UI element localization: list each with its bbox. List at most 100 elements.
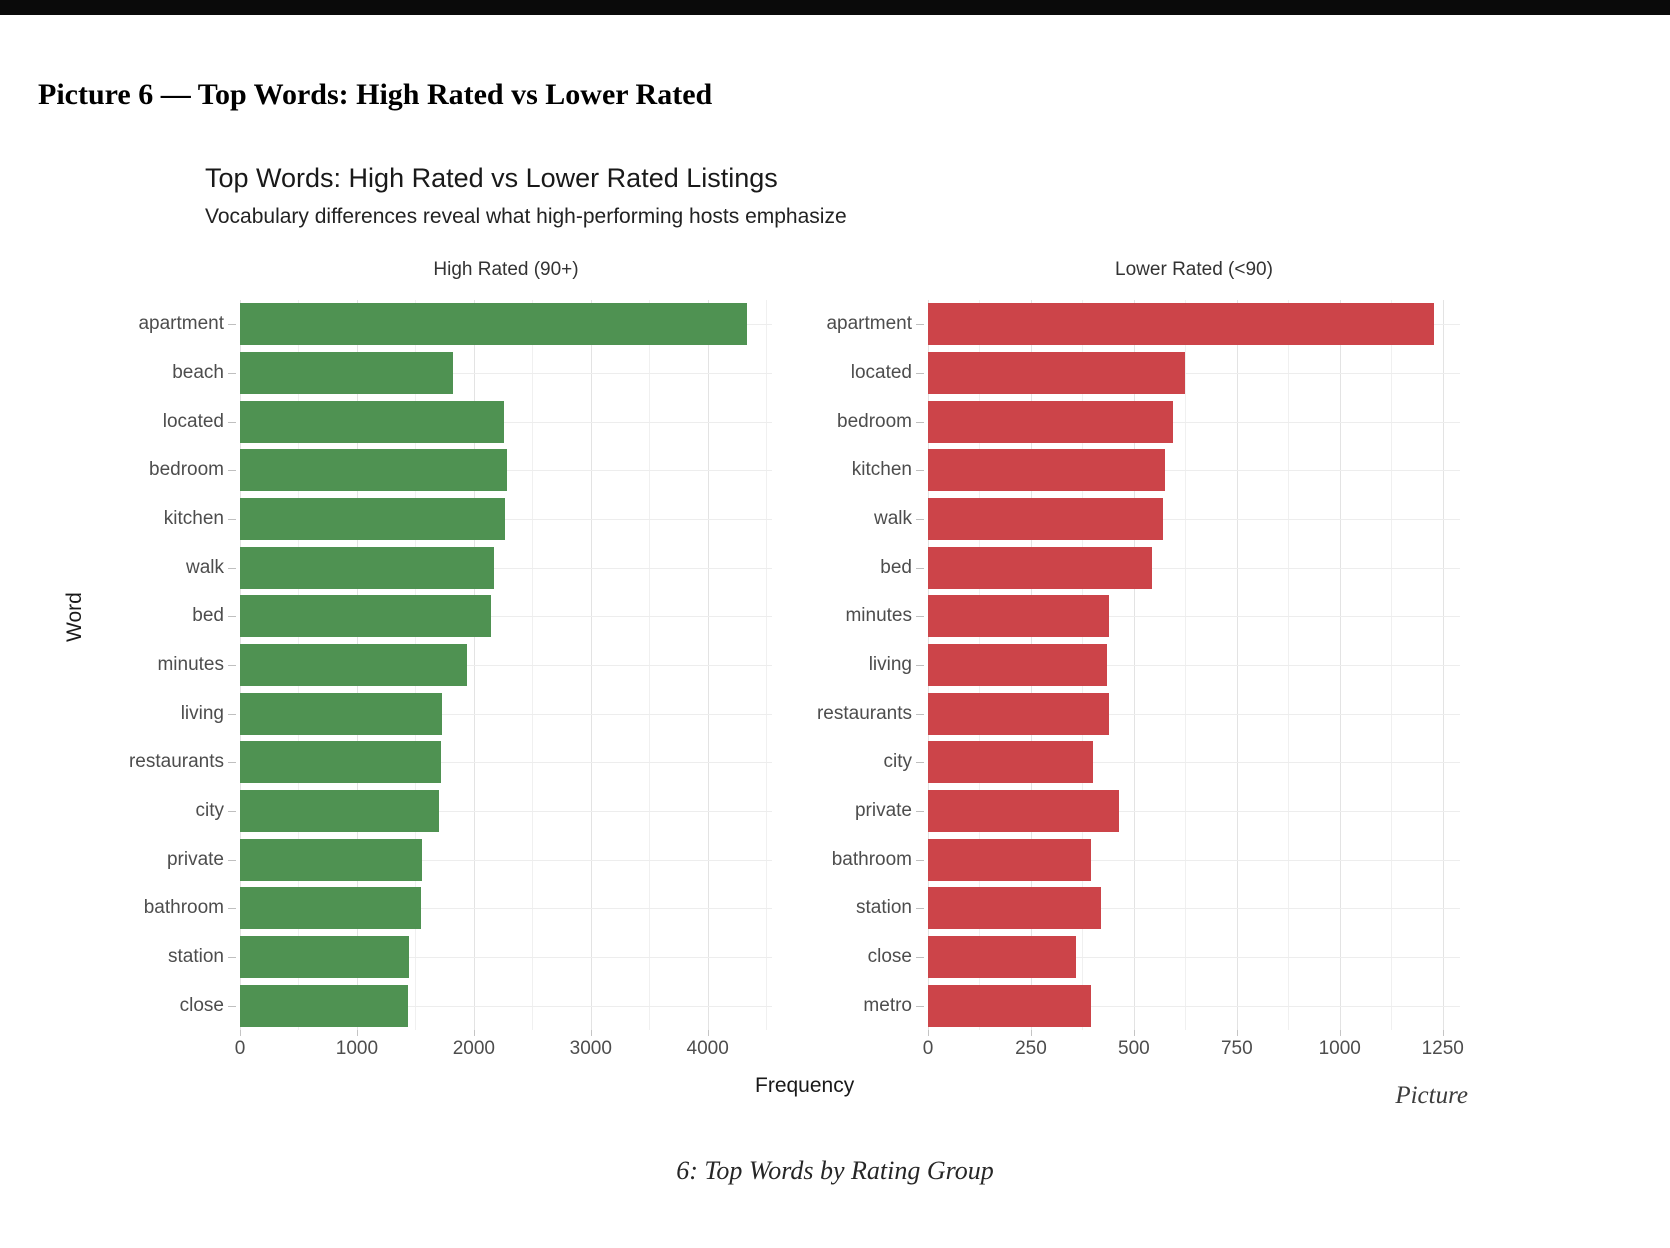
gridline-horizontal [928, 762, 1460, 764]
category-label: restaurants [128, 751, 224, 773]
x-tick-mark [1236, 1030, 1238, 1036]
category-tick [228, 324, 236, 326]
category-tick [228, 957, 236, 958]
category-tick [916, 373, 924, 374]
bar-minutes [240, 644, 467, 686]
category-tick [916, 1005, 924, 1007]
category-tick [916, 616, 924, 618]
gridline-horizontal [928, 908, 1460, 910]
x-tick-mark [240, 1030, 241, 1036]
bar-located [928, 352, 1186, 394]
gridline-horizontal [240, 1005, 772, 1007]
document-heading: Picture 6 — Top Words: High Rated vs Low… [38, 78, 713, 111]
gridline-horizontal [240, 713, 772, 715]
bar-kitchen [928, 449, 1165, 492]
category-tick [916, 665, 924, 666]
bar-bathroom [928, 838, 1091, 881]
gridline-horizontal [240, 519, 772, 520]
x-tick-label: 2000 [452, 1038, 495, 1059]
plot-panel-high-rated [240, 300, 772, 1030]
gridline-horizontal [240, 373, 772, 374]
category-label: walk [873, 508, 912, 529]
category-tick [916, 811, 924, 812]
bar-bedroom [240, 449, 507, 492]
gridline-horizontal [240, 616, 772, 618]
bar-beach [240, 352, 453, 394]
category-tick [228, 908, 236, 910]
bar-private [240, 838, 423, 881]
x-tick-label: 0 [922, 1038, 934, 1059]
x-tick-mark [1442, 1030, 1444, 1036]
gridline-horizontal [928, 1005, 1460, 1007]
category-label: beach [172, 362, 224, 383]
bar-station [240, 936, 409, 978]
bar-walk [240, 546, 494, 589]
chart-subtitle: Vocabulary differences reveal what high-… [205, 205, 847, 228]
gridline-horizontal [928, 957, 1460, 958]
x-tick-mark [1133, 1030, 1135, 1036]
category-label: living [180, 702, 224, 724]
gridline-horizontal [240, 957, 772, 958]
category-tick [916, 519, 924, 520]
gridline-horizontal [240, 811, 772, 812]
category-tick [228, 665, 236, 666]
category-label: city [195, 800, 225, 821]
category-label: bathroom [831, 848, 912, 870]
category-label: close [179, 994, 224, 1016]
x-tick-mark [1030, 1030, 1032, 1036]
category-label: living [868, 654, 912, 675]
category-tick [228, 1005, 236, 1007]
category-label: minutes [157, 654, 224, 675]
x-tick-label: 3000 [569, 1038, 612, 1059]
category-label: located [850, 362, 912, 383]
facet-header-high-rated: High Rated (90+) [433, 259, 579, 280]
category-tick [916, 762, 924, 764]
category-tick [916, 713, 924, 715]
bar-living [240, 692, 442, 735]
bar-bed [928, 546, 1153, 589]
category-tick [228, 616, 236, 618]
x-tick-label: 4000 [686, 1038, 729, 1059]
bar-minutes [928, 595, 1110, 638]
bar-living [928, 644, 1108, 686]
category-label: close [867, 946, 912, 967]
bar-restaurants [928, 692, 1110, 735]
category-label: apartment [138, 313, 224, 335]
category-tick [228, 470, 236, 472]
category-label: private [854, 800, 912, 821]
bar-bathroom [240, 887, 421, 930]
plot-panel-lower-rated [928, 300, 1460, 1030]
category-tick [228, 859, 236, 861]
bar-apartment [240, 303, 748, 346]
bar-bed [240, 595, 492, 638]
gridline-horizontal [928, 616, 1460, 618]
category-label: kitchen [163, 508, 224, 529]
category-tick [916, 324, 924, 326]
x-tick-label: 1250 [1421, 1038, 1464, 1059]
category-label: minutes [845, 605, 912, 627]
x-axis-title: Frequency [755, 1074, 855, 1097]
gridline-horizontal [240, 859, 772, 861]
bar-city [928, 741, 1093, 784]
bar-located [240, 400, 504, 443]
figure-caption: 6: Top Words by Rating Group [676, 1156, 994, 1185]
category-tick [916, 421, 924, 423]
x-tick-mark [928, 1030, 929, 1036]
bar-kitchen [240, 498, 506, 540]
bar-walk [928, 498, 1163, 540]
category-tick [228, 713, 236, 715]
x-tick-label: 250 [1015, 1038, 1047, 1059]
category-label: located [162, 410, 224, 432]
category-tick [228, 567, 236, 569]
gridline-horizontal [928, 567, 1460, 569]
gridline-horizontal [240, 762, 772, 764]
x-tick-mark [1339, 1030, 1341, 1036]
gridline-horizontal [928, 811, 1460, 812]
x-tick-label: 750 [1220, 1038, 1253, 1059]
bar-metro [928, 984, 1091, 1027]
bar-city [240, 790, 440, 832]
gridline-horizontal [928, 470, 1460, 472]
category-tick [228, 373, 236, 374]
gridline-horizontal [928, 665, 1460, 666]
category-label: walk [185, 556, 224, 578]
